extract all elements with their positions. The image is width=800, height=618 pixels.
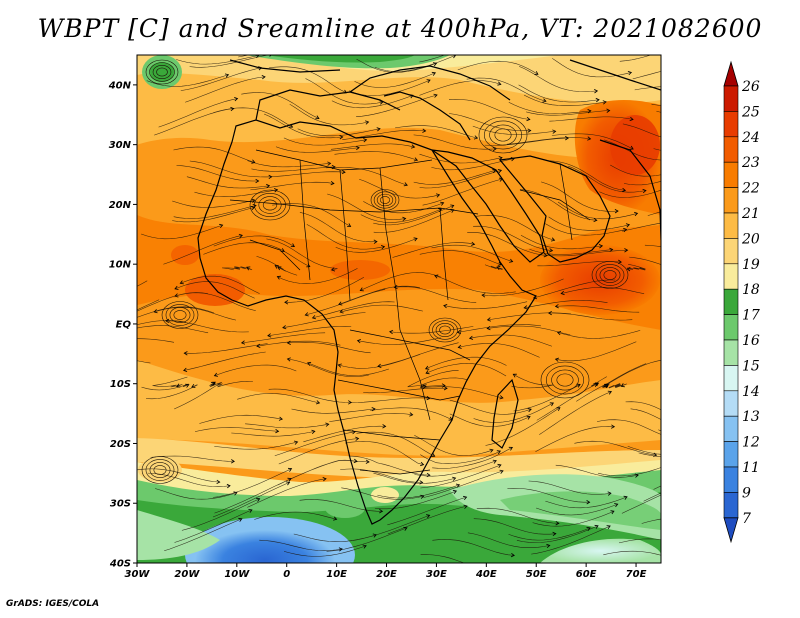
lon-label: 20W bbox=[174, 569, 200, 580]
colorbar-level: 12 bbox=[742, 435, 760, 451]
lat-label: EQ bbox=[116, 319, 132, 330]
lat-label: 30S bbox=[110, 499, 131, 510]
grads-credit: GrADS: IGES/COLA bbox=[6, 599, 100, 609]
colorbar-level: 13 bbox=[742, 409, 760, 425]
colorbar-top-arrow bbox=[723, 60, 739, 87]
lon-label: 20E bbox=[376, 569, 397, 580]
colorbar-swatch bbox=[723, 390, 739, 417]
colorbar-level: 23 bbox=[741, 155, 760, 171]
colorbar-level: 17 bbox=[742, 308, 760, 324]
vortex-spiral bbox=[145, 59, 179, 85]
wbpt-shading bbox=[137, 55, 661, 563]
coastlines bbox=[197, 59, 661, 525]
colorbar-swatch bbox=[723, 263, 739, 290]
lon-label: 30W bbox=[125, 569, 151, 580]
colorbar-swatch bbox=[723, 365, 739, 392]
axis-ticks bbox=[133, 84, 637, 567]
colorbar-level: 25 bbox=[741, 104, 760, 120]
colorbar-level: 7 bbox=[742, 511, 751, 527]
colorbar-swatch bbox=[723, 238, 739, 265]
colorbar-level: 11 bbox=[742, 460, 760, 476]
map-frame bbox=[136, 54, 662, 564]
colorbar-swatch bbox=[723, 85, 739, 112]
lon-label: 10E bbox=[326, 569, 347, 580]
colorbar-level: 14 bbox=[742, 384, 760, 400]
colorbar-swatch bbox=[723, 161, 739, 188]
colorbar-level: 24 bbox=[741, 130, 760, 146]
colorbar-level: 26 bbox=[741, 79, 760, 95]
colorbar-swatch bbox=[723, 212, 739, 239]
lon-label: 10W bbox=[224, 569, 250, 580]
colorbar-swatch bbox=[723, 339, 739, 366]
colorbar-swatch bbox=[723, 466, 739, 493]
map-title: WBPT [C] and Sreamline at 400hPa, VT: 20… bbox=[37, 14, 763, 43]
lat-label: 10N bbox=[109, 260, 132, 271]
colorbar-swatch bbox=[723, 187, 739, 214]
colorbar-level: 22 bbox=[741, 181, 760, 197]
lat-label: 40N bbox=[108, 80, 132, 91]
latitude-labels: 40N 30N 20N 10N EQ 10S 20S 30S 40S bbox=[108, 80, 132, 569]
vortex-spiral bbox=[370, 189, 400, 211]
lon-label: 60E bbox=[576, 569, 597, 580]
country-borders bbox=[229, 149, 591, 475]
colorbar-swatch bbox=[723, 492, 739, 519]
lon-label: 40E bbox=[475, 569, 497, 580]
colorbar-level: 19 bbox=[742, 257, 760, 273]
colorbar-level: 20 bbox=[741, 231, 760, 247]
lat-label: 20S bbox=[110, 439, 131, 450]
vortex-spiral bbox=[540, 361, 590, 399]
colorbar bbox=[723, 60, 739, 544]
lat-label: 40S bbox=[109, 559, 131, 570]
colorbar-swatch bbox=[723, 314, 739, 341]
colorbar-level: 9 bbox=[742, 485, 751, 501]
longitude-labels: 30W 20W 10W 0 10E 20E 30E 40E 50E 60E 70E bbox=[125, 569, 647, 580]
colorbar-level: 21 bbox=[741, 206, 760, 222]
colorbar-level: 16 bbox=[742, 333, 760, 349]
lat-label: 10S bbox=[110, 379, 131, 390]
colorbar-swatch bbox=[723, 111, 739, 138]
lat-label: 30N bbox=[109, 140, 132, 151]
lon-label: 0 bbox=[283, 569, 290, 580]
lat-label: 20N bbox=[109, 200, 132, 211]
vortex-spiral bbox=[161, 301, 199, 329]
colorbar-labels: 26 25 24 23 22 21 20 19 18 17 16 15 14 13 12 11 9 7 bbox=[741, 79, 760, 527]
colorbar-level: 18 bbox=[742, 282, 760, 298]
colorbar-bottom-arrow bbox=[723, 517, 739, 544]
colorbar-swatch bbox=[723, 441, 739, 468]
vortex-spiral bbox=[591, 261, 629, 289]
colorbar-swatch bbox=[723, 415, 739, 442]
lon-label: 30E bbox=[426, 569, 447, 580]
lon-label: 50E bbox=[526, 569, 547, 580]
vortex-spiral bbox=[141, 456, 179, 484]
vortex-spiral bbox=[478, 116, 528, 154]
colorbar-swatch bbox=[723, 136, 739, 163]
streamline-vortices bbox=[141, 59, 629, 484]
vortex-spiral bbox=[428, 317, 462, 343]
colorbar-swatch bbox=[723, 288, 739, 315]
colorbar-level: 15 bbox=[742, 358, 760, 374]
lon-label: 70E bbox=[626, 569, 647, 580]
